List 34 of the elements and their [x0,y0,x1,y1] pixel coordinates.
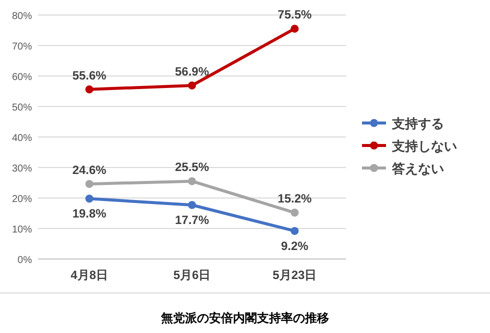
point [290,24,299,33]
legend-label: 答えない [391,161,444,176]
legend-label: 支持する [391,116,444,131]
y-tick-label: 30% [12,164,32,174]
point [85,194,94,203]
y-tick-label: 10% [12,224,32,236]
data-label: 24.6% [72,162,107,177]
y-tick-label: 80% [12,11,32,22]
y-tick-label: 60% [12,72,32,83]
y-tick-label: 40% [12,133,32,144]
point [85,180,94,188]
point [290,226,299,235]
point [188,81,196,90]
data-label: 56.9% [174,64,210,78]
data-label: 17.7% [174,213,210,228]
y-tick-label: 70% [12,42,32,52]
y-tick-label: 50% [12,102,32,114]
data-label: 15.2% [278,192,312,206]
point [85,85,94,94]
x-tick-label: 5月23日 [272,268,317,282]
text: 無党派の安倍内閣支持率の推移 [160,311,329,325]
x-tick-label: 4月8日 [70,268,108,282]
x-tick-label: 5月6日 [173,268,211,282]
data-label: 25.5% [174,160,210,174]
data-label: 19.8% [72,206,107,221]
data-label: 75.5% [278,8,312,22]
data-label: 55.6% [72,68,107,82]
point [188,177,196,186]
point [188,201,196,210]
legend-label: 支持しない [391,138,457,154]
point [290,208,299,217]
data-label: 9.2% [280,238,309,253]
y-tick-label: 0% [18,255,32,266]
y-tick-label: 20% [12,194,32,205]
